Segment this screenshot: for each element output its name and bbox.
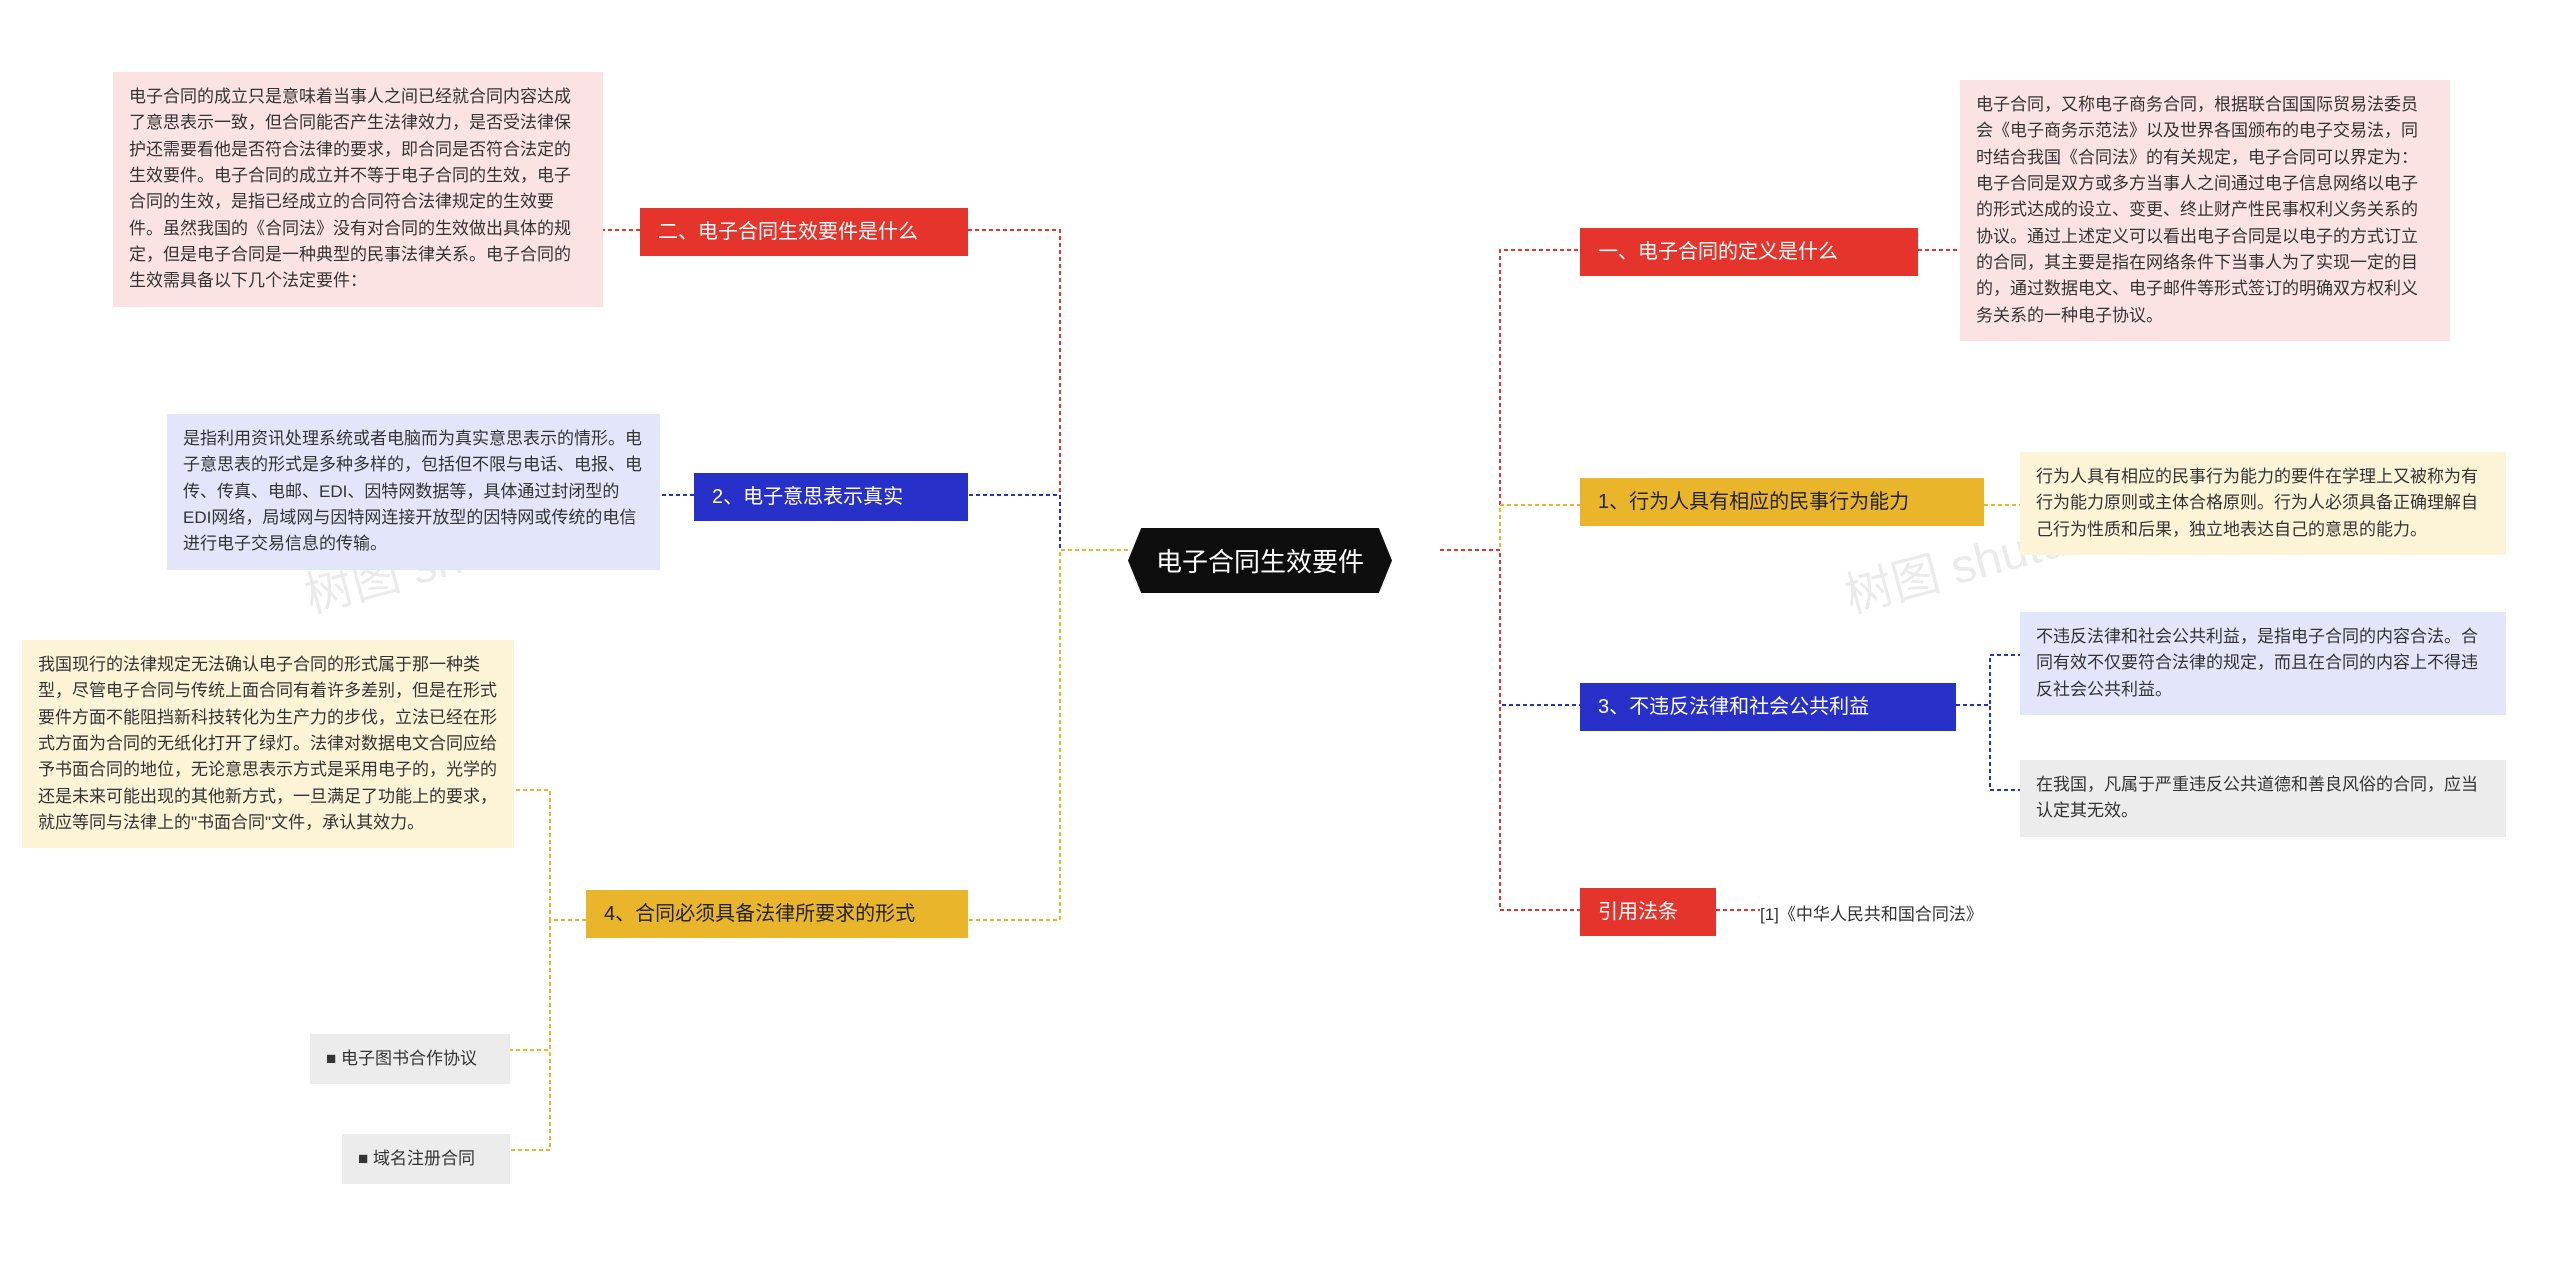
branch-l2: 2、电子意思表示真实 xyxy=(694,473,968,521)
branch-r3: 3、不违反法律和社会公共利益 xyxy=(1580,683,1956,731)
sub-l3b: ■ 域名注册合同 xyxy=(342,1134,510,1184)
center-node: 电子合同生效要件 xyxy=(1128,528,1392,593)
sub-l3a: ■ 电子图书合作协议 xyxy=(310,1034,510,1084)
detail-l2: 是指利用资讯处理系统或者电脑而为真实意思表示的情形。电子意思表的形式是多种多样的… xyxy=(167,414,660,570)
detail-r3a: 不违反法律和社会公共利益，是指电子合同的内容合法。合同有效不仅要符合法律的规定，… xyxy=(2020,612,2506,715)
detail-r1: 电子合同，又称电子商务合同，根据联合国国际贸易法委员会《电子商务示范法》以及世界… xyxy=(1960,80,2450,341)
branch-r4: 引用法条 xyxy=(1580,888,1716,936)
detail-r3b: 在我国，凡属于严重违反公共道德和善良风俗的合同，应当认定其无效。 xyxy=(2020,760,2506,837)
detail-l3: 我国现行的法律规定无法确认电子合同的形式属于那一种类型，尽管电子合同与传统上面合… xyxy=(22,640,514,848)
ref-r4: [1]《中华人民共和国合同法》 xyxy=(1760,900,1983,925)
detail-l1: 电子合同的成立只是意味着当事人之间已经就合同内容达成了意思表示一致，但合同能否产… xyxy=(113,72,603,307)
detail-r2: 行为人具有相应的民事行为能力的要件在学理上又被称为有行为能力原则或主体合格原则。… xyxy=(2020,452,2506,555)
branch-r1: 一、电子合同的定义是什么 xyxy=(1580,228,1918,276)
branch-l1: 二、电子合同生效要件是什么 xyxy=(640,208,968,256)
branch-r2: 1、行为人具有相应的民事行为能力 xyxy=(1580,478,1984,526)
branch-l3: 4、合同必须具备法律所要求的形式 xyxy=(586,890,968,938)
